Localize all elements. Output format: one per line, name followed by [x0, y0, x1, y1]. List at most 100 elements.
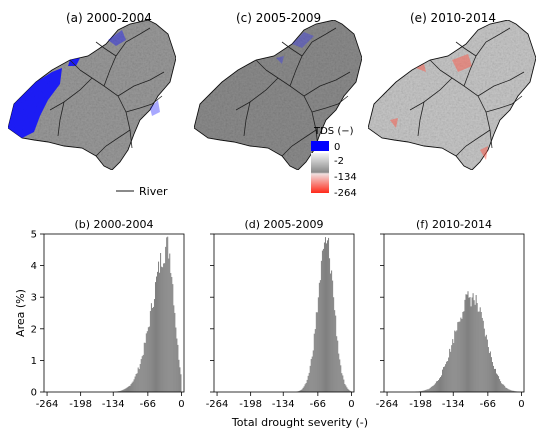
map-title-c: (c) 2005-2009: [236, 11, 321, 25]
histogram-bar: [503, 384, 505, 392]
histogram-bar: [151, 307, 153, 392]
histogram-bar: [338, 353, 340, 392]
histogram-bar: [472, 293, 474, 392]
histogram-bar: [445, 364, 447, 392]
histogram-bar: [461, 318, 463, 392]
histogram-bar: [300, 389, 302, 392]
histogram-bar: [327, 240, 329, 392]
histogram-bar: [509, 389, 511, 392]
map-title-e: (e) 2010-2014: [410, 11, 496, 25]
histogram-bar: [427, 389, 429, 392]
histogram-bar: [448, 357, 450, 392]
x-tick-label: -198: [69, 399, 92, 410]
histogram-bar: [176, 338, 178, 392]
x-tick-label: -198: [239, 399, 262, 410]
histogram-bar: [505, 387, 507, 392]
y-axis-label: Area (%): [14, 289, 27, 337]
histogram-bar: [161, 266, 163, 392]
histogram-bar: [507, 388, 509, 392]
histogram-bar: [442, 369, 444, 392]
histogram-bar: [453, 342, 455, 392]
y-tick-label: 0: [31, 388, 37, 399]
histogram-bar: [128, 386, 130, 392]
histogram-bar: [173, 305, 175, 392]
zero-tds-patch: [8, 30, 160, 138]
histogram-bar: [473, 300, 475, 392]
histogram-bar: [159, 272, 161, 392]
histogram-bar: [504, 385, 506, 392]
legend-zero-label: 0: [334, 142, 340, 153]
histogram-bar: [174, 312, 176, 392]
histogram-bar: [494, 368, 496, 392]
histogram-bar: [423, 390, 425, 392]
histogram-bar: [458, 321, 460, 392]
histogram-bar: [157, 271, 159, 392]
histogram-bar: [432, 385, 434, 392]
histogram-bar: [452, 339, 454, 392]
legend-label-2: -2: [334, 156, 344, 167]
map-title-a: (a) 2000-2004: [66, 11, 152, 25]
histogram-bar: [451, 345, 453, 392]
histogram-bar: [511, 390, 513, 392]
x-tick-label: -134: [102, 399, 125, 410]
plot-frame: [43, 233, 185, 393]
histogram-bar: [478, 311, 480, 392]
histogram-bar: [455, 331, 457, 392]
histogram-bar: [435, 381, 437, 392]
histogram-bar: [498, 376, 500, 392]
histogram-bar: [322, 248, 324, 392]
histogram-bar: [457, 322, 459, 392]
histogram-title: (f) 2010-2014: [416, 218, 492, 231]
histogram-bar: [318, 282, 320, 392]
histogram-bar: [443, 367, 445, 392]
histogram-bar: [433, 384, 435, 392]
histogram-bar: [324, 237, 326, 392]
histogram-bar: [450, 351, 452, 392]
histogram-bar: [449, 348, 451, 392]
histogram-bar: [497, 374, 499, 392]
histogram-bar: [308, 372, 310, 392]
histogram-bar: [339, 359, 341, 392]
histogram-bar: [492, 365, 494, 392]
histogram-bar: [319, 280, 321, 392]
plot-frame: [213, 233, 355, 393]
histogram-bar: [302, 387, 304, 392]
histogram-bar: [150, 303, 152, 392]
histogram-bar: [488, 353, 490, 392]
histogram-bar: [345, 385, 347, 392]
histogram-bar: [434, 383, 436, 392]
map-panel-a: (a) 2000-2004: [7, 11, 177, 171]
y-tick-label: 3: [31, 293, 37, 304]
histogram-bar: [317, 297, 319, 392]
histogram-bar: [144, 342, 146, 392]
histogram-bar: [122, 389, 124, 392]
histogram-bar: [313, 333, 315, 392]
river-legend-label: River: [139, 185, 168, 198]
histogram-bar: [436, 380, 438, 392]
legend-label-264: -264: [334, 188, 357, 199]
histogram-bar: [491, 362, 493, 392]
histogram-bar: [470, 306, 472, 392]
histogram-bar: [171, 277, 173, 392]
histogram-bar: [298, 391, 300, 392]
legend-colorbar: [311, 153, 329, 193]
histogram-bar: [316, 312, 318, 392]
histogram-bar: [156, 276, 158, 392]
histogram-bar: [456, 330, 458, 392]
histogram-bar: [430, 386, 432, 392]
legend-title: TDS (−): [313, 126, 354, 137]
histogram-bar: [480, 312, 482, 392]
histogram-bar: [344, 384, 346, 392]
histogram-bar: [120, 390, 122, 392]
histogram-bar: [440, 377, 442, 392]
histogram-bar: [153, 299, 155, 392]
histogram-bar: [346, 387, 348, 392]
x-tick-label: -264: [206, 399, 229, 410]
histogram-bar: [312, 350, 314, 392]
histogram-bar: [426, 389, 428, 392]
histogram-bar: [310, 359, 312, 392]
histogram-d: (d) 2005-2009 -264 -198 -134 -66 0: [206, 218, 355, 410]
histogram-bar: [142, 354, 144, 392]
histogram-bar: [301, 389, 303, 392]
